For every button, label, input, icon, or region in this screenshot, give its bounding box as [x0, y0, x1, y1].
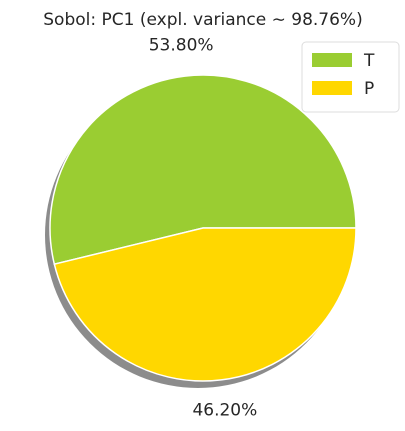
- chart-title: Sobol: PC1 (expl. variance ∼ 98.76%): [43, 10, 362, 30]
- pie-slice: [49, 74, 357, 266]
- legend: TP: [301, 41, 400, 113]
- legend-swatch: [312, 81, 352, 95]
- legend-label: P: [364, 79, 374, 99]
- legend-frame: [301, 41, 400, 113]
- pie-slice: [53, 227, 357, 382]
- legend-label: T: [363, 51, 375, 71]
- legend-swatch: [312, 53, 352, 67]
- data-label: 46.20%: [192, 400, 257, 420]
- data-label: 53.80%: [149, 36, 214, 56]
